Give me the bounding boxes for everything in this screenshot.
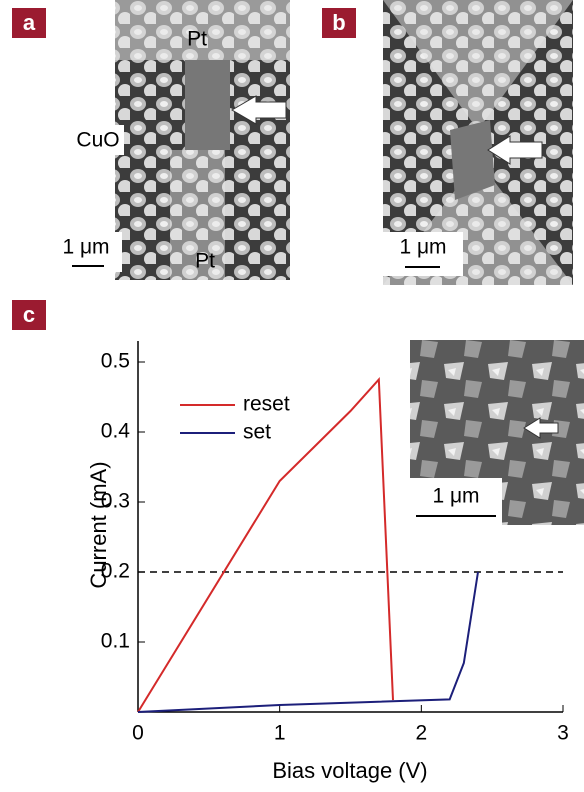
- series-line: [137, 571, 479, 713]
- y-tick-label: 0.3: [101, 490, 130, 513]
- y-axis-title: Current (mA): [86, 461, 111, 588]
- panel-label: a: [23, 10, 36, 35]
- panel-label-box: [12, 300, 46, 330]
- scale-bar-box: [410, 478, 502, 525]
- x-axis-title: Bias voltage (V): [272, 758, 427, 783]
- label-box: [72, 125, 124, 155]
- scale-bar-box: [383, 232, 463, 276]
- panel-label: b: [332, 10, 345, 35]
- gap: [185, 60, 230, 150]
- x-tick-label: 1: [274, 722, 286, 745]
- scale-bar-label: 1 μm: [432, 485, 479, 508]
- annotation: Pt: [187, 28, 207, 51]
- series-line: [137, 377, 394, 713]
- panel-label-box: [12, 8, 46, 38]
- legend-label: set: [243, 421, 271, 444]
- annotation: CuO: [76, 129, 119, 152]
- y-tick-label: 0.5: [101, 350, 130, 373]
- arrow: [523, 417, 559, 439]
- arrow: [231, 95, 287, 125]
- scale-bar-label: 1 μm: [62, 236, 109, 259]
- y-tick-label: 0.2: [101, 560, 130, 583]
- legend-label: reset: [243, 393, 290, 416]
- electrode: [383, 0, 573, 130]
- x-tick-label: 2: [415, 722, 427, 745]
- y-tick-label: 0.4: [101, 420, 131, 443]
- arrow: [487, 135, 543, 165]
- x-tick-label: 0: [132, 722, 144, 745]
- annotation: Pt: [195, 250, 215, 273]
- electrode: [115, 0, 290, 60]
- y-tick-label: 0.1: [101, 630, 130, 653]
- panel-label: c: [23, 302, 35, 327]
- panel-label-box: [322, 8, 356, 38]
- electrode: [170, 150, 225, 280]
- gap: [450, 120, 495, 200]
- scale-bar-label: 1 μm: [399, 236, 446, 259]
- x-tick-label: 3: [557, 722, 569, 745]
